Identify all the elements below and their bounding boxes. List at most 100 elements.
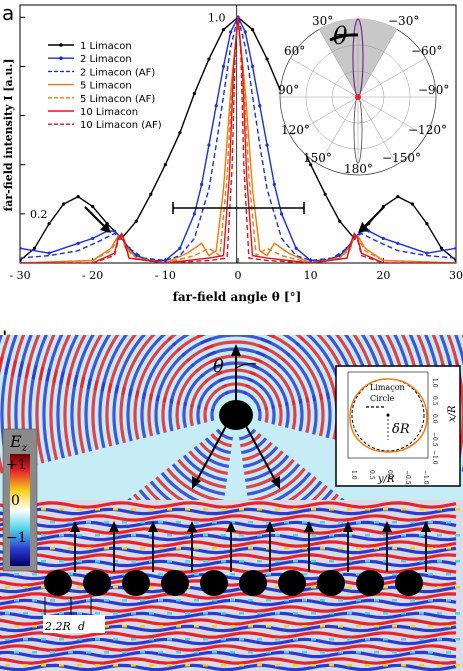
field-speckle (275, 534, 280, 537)
array-wavefront (0, 631, 457, 639)
field-speckle (167, 534, 172, 537)
wavefront (168, 398, 174, 432)
single-limacon: θ (192, 344, 280, 489)
field-speckle (176, 521, 181, 524)
field-speckle (347, 664, 352, 667)
limacon-resonator (395, 570, 423, 596)
wavefront (163, 335, 166, 336)
field-speckle (50, 651, 55, 654)
array-wavefront (0, 644, 457, 652)
field-speckle (113, 586, 118, 589)
array-wavefront (0, 540, 457, 548)
wavefront (284, 402, 290, 428)
field-speckle (176, 651, 181, 654)
field-speckle (95, 638, 100, 641)
legend-label: 1 Limacon (80, 41, 132, 52)
field-speckle (113, 534, 118, 537)
inset-tick-label: −0.5 (431, 432, 438, 447)
emission-arrowhead (265, 521, 275, 532)
field-speckle (401, 612, 406, 615)
delta-r-label: δR (392, 422, 410, 437)
field-speckle (410, 625, 415, 628)
wavefront (42, 368, 52, 462)
field-speckle (194, 651, 199, 654)
field-speckle (437, 534, 442, 537)
field-speckle (257, 534, 262, 537)
field-speckle (95, 612, 100, 615)
field-speckle (77, 534, 82, 537)
inset-legend-limacon: Limaçon (370, 383, 405, 392)
series-point (265, 57, 269, 61)
wavefront (155, 476, 185, 500)
wavefront (63, 373, 72, 457)
wavefront (204, 370, 223, 383)
series-point (32, 246, 37, 250)
limacon-resonator (122, 570, 150, 596)
x-ticks: - 30 - 20 - 10 0 10 20 30 (9, 258, 463, 282)
field-speckle (401, 638, 406, 641)
field-speckle (266, 651, 271, 654)
wavefront (195, 321, 277, 331)
field-speckle (212, 547, 217, 550)
field-speckle (401, 664, 406, 667)
wavefront (258, 344, 286, 363)
limacon-shape (349, 378, 428, 453)
field-speckle (446, 651, 451, 654)
field-speckle (131, 612, 136, 615)
field-speckle (185, 508, 190, 511)
field-speckle (329, 664, 334, 667)
field-speckle (329, 560, 334, 563)
wavefront (176, 335, 207, 352)
field-speckle (455, 560, 460, 563)
field-speckle (95, 534, 100, 537)
gap-label: d (78, 620, 85, 633)
spacing-label: 2.2R (44, 620, 71, 633)
field-speckle (266, 573, 271, 576)
angle-180: 180° (344, 162, 373, 176)
wavefront (318, 393, 325, 437)
wavefront (265, 335, 296, 352)
wavefront (143, 202, 330, 224)
field-speckle (428, 651, 433, 654)
field-speckle (248, 521, 253, 524)
series-point (425, 222, 429, 226)
wavefront (249, 370, 268, 383)
wavefront (431, 335, 448, 379)
legend: 1 Limacon 2 Limacon 2 Limacon (AF) 5 Limaco… (48, 41, 162, 131)
field-speckle (23, 664, 28, 667)
field-speckle (347, 560, 352, 563)
field-speckle (410, 521, 415, 524)
field-speckle (59, 638, 64, 641)
field-speckle (257, 612, 262, 615)
wavefront (239, 433, 262, 448)
field-speckle (77, 586, 82, 589)
field-speckle (293, 534, 298, 537)
field-speckle (356, 599, 361, 602)
wavefront (149, 216, 323, 236)
wavefront (112, 385, 120, 445)
field-speckle (59, 664, 64, 667)
field-speckle (104, 547, 109, 550)
wavefront (218, 390, 230, 399)
colorbar-tick-0: 0 (11, 493, 20, 509)
field-speckle (275, 586, 280, 589)
inset-tick-label: −1.0 (431, 450, 438, 465)
field-speckle (185, 664, 190, 667)
x-tick-label: 20 (376, 269, 390, 282)
field-speckle (59, 560, 64, 563)
field-speckle (329, 534, 334, 537)
field-speckle (311, 508, 316, 511)
field-speckle (59, 612, 64, 615)
field-speckle (284, 625, 289, 628)
series-point (47, 251, 51, 255)
field-speckle (383, 586, 388, 589)
wavefront (193, 445, 230, 469)
field-speckle (131, 560, 136, 563)
field-speckle (437, 586, 442, 589)
field-speckle (212, 521, 217, 524)
wavefront (167, 335, 178, 342)
wavefront (147, 393, 154, 437)
field-speckle (158, 625, 163, 628)
field-speckle (212, 651, 217, 654)
field-speckle (437, 508, 442, 511)
